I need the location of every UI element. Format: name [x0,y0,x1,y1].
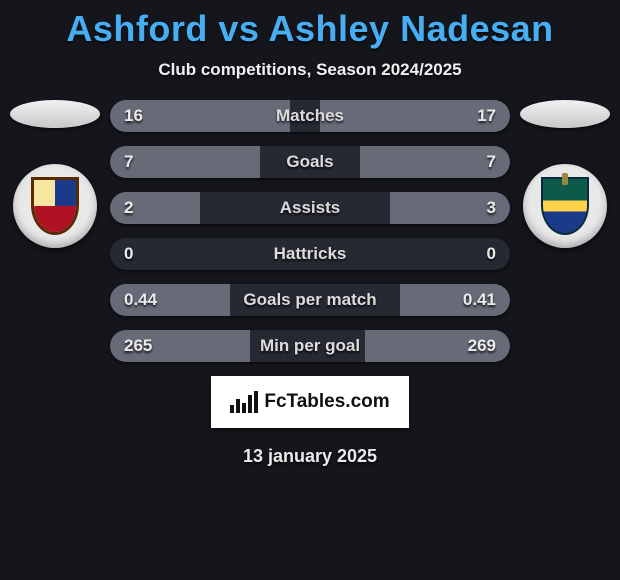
stat-row: 1617Matches [110,100,510,132]
stat-row: 77Goals [110,146,510,178]
crest-left-icon [31,177,79,235]
stat-label: Goals per match [110,284,510,316]
club-badge-right [523,164,607,248]
brand-text: FcTables.com [264,391,389,413]
page-title: Ashford vs Ashley Nadesan [0,0,620,50]
stat-label: Goals [110,146,510,178]
stat-row: 23Assists [110,192,510,224]
player-avatar-left [10,100,100,128]
stat-row: 00Hattricks [110,238,510,270]
stat-label: Matches [110,100,510,132]
stat-row: 265269Min per goal [110,330,510,362]
page-subtitle: Club competitions, Season 2024/2025 [0,60,620,80]
player-right-column [520,100,610,248]
stat-label: Hattricks [110,238,510,270]
stat-row: 0.440.41Goals per match [110,284,510,316]
crest-right-icon [541,177,589,235]
comparison-panel: 1617Matches 77Goals 23Assists 00Hattricks 0.… [0,100,620,467]
stat-label: Min per goal [110,330,510,362]
bar-chart-icon [230,391,258,413]
brand-logo: FcTables.com [211,376,409,428]
player-avatar-right [520,100,610,128]
player-left-column [10,100,100,248]
snapshot-date: 13 january 2025 [0,446,620,467]
stats-list: 1617Matches 77Goals 23Assists 00Hattricks 0.… [110,100,510,362]
stat-label: Assists [110,192,510,224]
club-badge-left [13,164,97,248]
